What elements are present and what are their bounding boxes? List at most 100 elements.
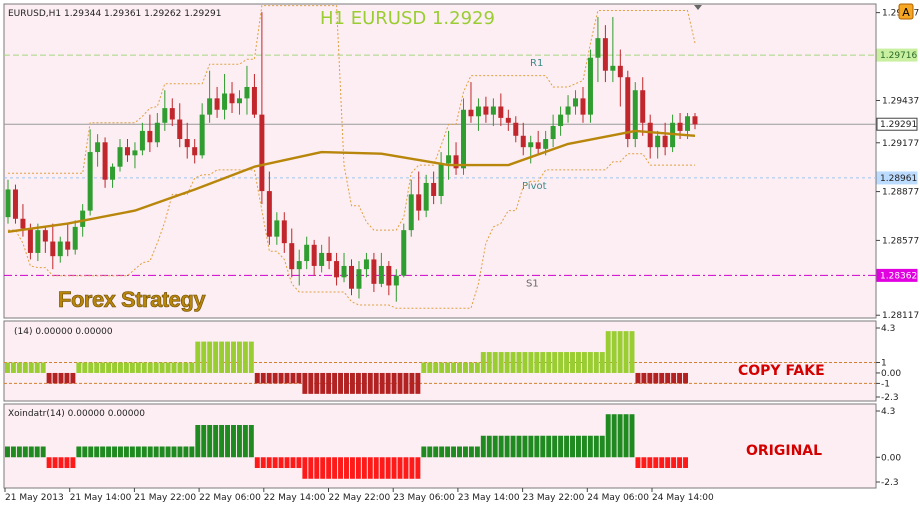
original-indicator-pane[interactable]: [3, 403, 877, 489]
indicator-tick-label: -2.3: [881, 393, 899, 403]
histogram-bar: [195, 341, 201, 373]
copy-fake-indicator-pane[interactable]: [3, 320, 877, 402]
histogram-bar: [302, 457, 308, 479]
histogram-bar: [391, 457, 397, 479]
histogram-bar: [248, 424, 254, 458]
histogram-bar: [189, 362, 195, 373]
histogram-bar: [599, 435, 605, 458]
candle-body: [124, 147, 130, 156]
time-tick-label: 23 May 14:00: [458, 493, 520, 503]
histogram-bar: [653, 457, 659, 469]
histogram-bar: [88, 446, 94, 458]
candle-body: [5, 189, 11, 218]
candle-body: [378, 265, 384, 284]
candle-body: [266, 191, 272, 237]
candle-body: [468, 109, 474, 117]
histogram-bar: [468, 362, 474, 373]
histogram-bar: [236, 424, 242, 458]
candle-body: [65, 241, 71, 250]
histogram-bar: [231, 424, 236, 458]
candle-body: [281, 220, 287, 244]
histogram-bar: [671, 457, 677, 469]
histogram-bar: [135, 362, 141, 373]
histogram-bar: [165, 362, 171, 373]
candle-body: [274, 220, 280, 237]
histogram-bar: [236, 341, 242, 373]
price-marker-label: 1.29291: [880, 120, 917, 130]
original-indicator-title: Xoindatr(14) 0.00000 0.00000: [8, 409, 145, 419]
candle-body: [535, 142, 541, 149]
histogram-bar: [10, 446, 16, 458]
alert-bell-icon[interactable]: A: [898, 3, 914, 20]
histogram-bar: [480, 435, 486, 458]
histogram-bar: [361, 372, 367, 394]
histogram-bar: [272, 372, 278, 384]
histogram-bar: [349, 372, 355, 394]
candle-body: [640, 90, 646, 123]
candle-body: [289, 243, 295, 270]
histogram-bar: [611, 331, 617, 373]
time-axis: 21 May 2013 21 May 14:00 21 May 22:00 22 Ma…: [4, 488, 714, 503]
histogram-bar: [641, 457, 647, 469]
price-tick-label: 1.29437: [882, 96, 919, 106]
histogram-bar: [451, 446, 457, 458]
candle-body: [446, 155, 452, 164]
histogram-bar: [326, 457, 332, 479]
histogram-bar: [486, 352, 492, 373]
candle-body: [386, 265, 392, 286]
histogram-bar: [593, 352, 599, 373]
price-tick-label: 1.28117: [882, 311, 919, 321]
histogram-bar: [427, 446, 433, 458]
candle-body: [222, 93, 228, 110]
histogram-bar: [540, 435, 546, 458]
histogram-bar: [332, 372, 338, 394]
histogram-bar: [528, 352, 534, 373]
main-price-pane[interactable]: [3, 3, 877, 319]
histogram-bar: [629, 414, 635, 458]
candle-body: [356, 269, 362, 289]
pivot-label-r1: R1: [530, 58, 543, 69]
time-tick-label: 23 May 06:00: [393, 493, 455, 503]
histogram-bar: [76, 446, 82, 458]
histogram-bar: [314, 372, 320, 394]
candle-body: [27, 228, 33, 253]
collapse-triangle-icon[interactable]: [694, 5, 702, 10]
candle-body: [296, 261, 302, 270]
histogram-bar: [219, 341, 225, 373]
candle-body: [117, 147, 123, 167]
histogram-bar: [659, 457, 665, 469]
price-marker-label: 1.28362: [880, 271, 917, 281]
histogram-bar: [52, 372, 58, 384]
histogram-bar: [284, 372, 290, 384]
histogram-bar: [16, 446, 22, 458]
symbol-info: EURUSD,H1 1.29344 1.29361 1.29262 1.2929…: [8, 9, 221, 19]
histogram-bar: [302, 372, 308, 394]
candle-body: [595, 38, 601, 58]
histogram-bar: [516, 435, 522, 458]
histogram-bar: [159, 362, 165, 373]
candle-body: [655, 135, 661, 148]
histogram-bar: [474, 446, 480, 458]
candle-body: [602, 38, 608, 71]
histogram-bar: [373, 372, 379, 394]
histogram-bar: [575, 435, 581, 458]
histogram-bar: [308, 372, 314, 394]
time-tick-label: 21 May 22:00: [134, 493, 196, 503]
histogram-bar: [504, 352, 510, 373]
candle-body: [408, 194, 414, 231]
histogram-bar: [207, 424, 213, 458]
candle-body: [431, 182, 437, 196]
histogram-bar: [439, 446, 445, 458]
candle-body: [326, 252, 332, 262]
histogram-bar: [308, 457, 314, 479]
copy-fake-bars: [4, 331, 876, 394]
histogram-bar: [266, 372, 272, 384]
histogram-bar: [522, 435, 528, 458]
candle-body: [184, 139, 190, 148]
original-label: ORIGINAL: [746, 443, 822, 459]
candle-body: [423, 182, 429, 211]
histogram-bar: [564, 435, 570, 458]
histogram-bar: [5, 362, 10, 373]
price-marker-label: 1.29716: [880, 51, 917, 61]
histogram-bar: [28, 446, 34, 458]
